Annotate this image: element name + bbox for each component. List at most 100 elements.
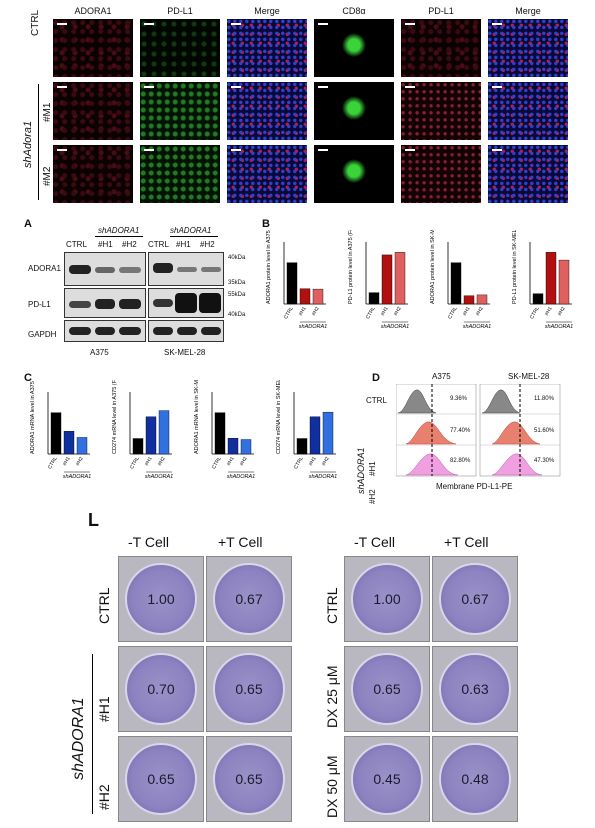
x-tick-label: #H2	[239, 456, 249, 467]
x-tick-label: CTRL	[293, 456, 305, 470]
blot-row-label: PD-L1	[28, 300, 51, 309]
blot-pdl1-sk	[148, 288, 224, 318]
if-image	[313, 144, 395, 204]
blot-gapdh-sk	[148, 320, 224, 342]
x-tick-label: #H1	[62, 456, 72, 467]
panel-letter: L	[88, 510, 99, 530]
x-tick-label: CTRL	[129, 456, 141, 470]
bar	[312, 288, 324, 305]
well-image: 1.00	[344, 556, 430, 642]
bar-chart: ADORA1 protein level in SK-MEL-28 (Fold …	[430, 230, 491, 330]
bar	[450, 262, 462, 305]
group-bracket	[92, 654, 93, 814]
col-header: PD-L1	[428, 6, 454, 16]
y-axis-label: CD274 mRNA level in SK-MEL-28 (Fold chan…	[276, 380, 282, 454]
if-image	[226, 144, 308, 204]
flow-percent: 11.80%	[534, 396, 554, 402]
well-image: 0.70	[118, 646, 204, 732]
if-image	[313, 81, 395, 141]
mw-label: 55kDa	[228, 292, 246, 298]
lane-label: #H1	[98, 240, 113, 249]
group-label: shADORA1	[299, 324, 327, 330]
cell-label: SK-MEL-28	[508, 372, 550, 381]
mw-label: 40kDa	[228, 255, 246, 261]
row-label: CTRL	[96, 587, 112, 624]
x-tick-label: #H1	[544, 306, 554, 317]
panel-letter: A	[24, 218, 32, 230]
flow-row-label: CTRL	[366, 396, 387, 405]
mw-label: 35kDa	[228, 280, 246, 286]
x-tick-label: CTRL	[365, 306, 377, 320]
x-tick-label: #H2	[393, 306, 403, 317]
group-label: shADORA1	[70, 697, 87, 780]
flow-percent: 82.80%	[450, 458, 471, 464]
y-axis-label: PD-L1 protein level in A375 (Fold change…	[348, 230, 354, 304]
group-label: shADORA1	[145, 474, 173, 480]
well-image: 0.67	[206, 556, 292, 642]
blot-row-label: GAPDH	[28, 330, 57, 339]
y-axis-label: CD274 mRNA level in A375 (Fold change)	[112, 380, 118, 454]
if-image	[313, 18, 395, 78]
x-tick-label: #H1	[226, 456, 236, 467]
lane-label: #H2	[122, 240, 137, 249]
if-image	[226, 18, 308, 78]
cell-label: A375	[432, 372, 451, 381]
x-axis-label: Membrane PD-L1-PE	[436, 482, 513, 491]
group-label: shADORA1	[545, 324, 573, 330]
group-bracket	[38, 84, 39, 200]
row-label: CTRL	[324, 587, 340, 624]
bar-chart: ADORA1 protein level in A375 (Fold chang…	[266, 230, 327, 330]
bar-chart: CD274 mRNA level in SK-MEL-28 (Fold chan…	[276, 380, 337, 480]
col-header: +T Cell	[218, 534, 263, 550]
y-axis-label: ADORA1 protein level in A375 (Fold chang…	[266, 230, 272, 304]
x-tick-label: #H1	[380, 306, 390, 317]
bar	[476, 294, 488, 305]
x-tick-label: #H2	[75, 456, 85, 467]
panel-c-charts: ADORA1 mRNA level in A375 (Fold change) C…	[30, 380, 337, 480]
bar	[63, 431, 75, 455]
well-image: 0.63	[432, 646, 518, 732]
bar	[463, 295, 475, 305]
bar	[309, 416, 321, 455]
y-axis-label: ADORA1 mRNA level in SK-MEL-28 (Fold cha…	[194, 380, 200, 454]
x-tick-label: #H1	[308, 456, 318, 467]
if-image	[139, 18, 221, 78]
if-image	[52, 144, 134, 204]
x-tick-label: #H2	[475, 306, 485, 317]
well-image: 0.45	[344, 736, 430, 822]
flow-row-label: #H1	[368, 461, 377, 476]
bar	[532, 293, 544, 305]
bar	[240, 439, 252, 455]
well-image: 1.00	[118, 556, 204, 642]
x-tick-label: CTRL	[447, 306, 459, 320]
row-label: CTRL	[30, 9, 41, 36]
col-header: Merge	[254, 6, 280, 16]
lane-label: CTRL	[148, 240, 169, 249]
group-label: shADORA1	[170, 226, 212, 235]
bar-chart: ADORA1 mRNA level in A375 (Fold change) C…	[30, 380, 91, 480]
well-image: 0.65	[344, 646, 430, 732]
x-tick-label: #H1	[298, 306, 308, 317]
flow-percent: 77.40%	[450, 428, 471, 434]
group-line	[95, 236, 143, 237]
y-axis-label: ADORA1 mRNA level in A375 (Fold change)	[30, 380, 36, 454]
panel-letter: D	[372, 372, 380, 384]
well-image: 0.48	[432, 736, 518, 822]
if-image	[226, 81, 308, 141]
flow-row-label: #H2	[368, 489, 377, 504]
flow-percent: 51.60%	[534, 428, 555, 434]
blot-pdl1-a375	[64, 288, 146, 318]
if-image	[400, 18, 482, 78]
flow-percent: 9.36%	[450, 396, 468, 402]
bar	[545, 252, 557, 305]
lane-label: CTRL	[66, 240, 87, 249]
bar	[50, 412, 62, 455]
col-header: -T Cell	[354, 534, 395, 550]
x-tick-label: #H1	[144, 456, 154, 467]
x-tick-label: #H2	[311, 306, 321, 317]
blot-adora1-sk	[148, 252, 224, 286]
x-tick-label: #H2	[157, 456, 167, 467]
bar-chart: ADORA1 mRNA level in SK-MEL-28 (Fold cha…	[194, 380, 255, 480]
group-label: shADORA1	[356, 447, 366, 494]
panel-letter: B	[262, 218, 270, 230]
